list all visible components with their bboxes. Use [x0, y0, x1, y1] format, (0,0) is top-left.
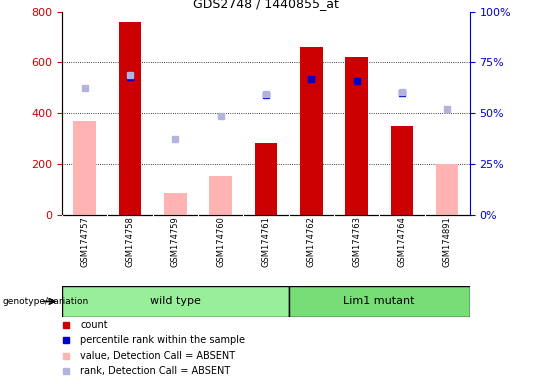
Text: rank, Detection Call = ABSENT: rank, Detection Call = ABSENT — [80, 366, 231, 376]
Text: GSM174759: GSM174759 — [171, 217, 180, 267]
Bar — [436, 164, 458, 215]
Text: wild type: wild type — [150, 296, 201, 306]
Text: GSM174763: GSM174763 — [352, 217, 361, 268]
Bar — [288, 286, 470, 317]
Text: GSM174760: GSM174760 — [216, 217, 225, 267]
Title: GDS2748 / 1440855_at: GDS2748 / 1440855_at — [193, 0, 339, 10]
Text: count: count — [80, 320, 108, 330]
Text: GSM174764: GSM174764 — [397, 217, 406, 267]
Text: GSM174758: GSM174758 — [126, 217, 134, 267]
Text: value, Detection Call = ABSENT: value, Detection Call = ABSENT — [80, 351, 235, 361]
Bar — [300, 47, 322, 215]
Bar — [345, 57, 368, 215]
Text: percentile rank within the sample: percentile rank within the sample — [80, 335, 246, 345]
Bar — [164, 193, 187, 215]
Text: GSM174761: GSM174761 — [261, 217, 271, 267]
Text: GSM174762: GSM174762 — [307, 217, 316, 267]
Bar — [390, 126, 413, 215]
Bar — [73, 121, 96, 215]
Text: GSM174891: GSM174891 — [443, 217, 451, 267]
Bar — [62, 286, 288, 317]
Text: Lim1 mutant: Lim1 mutant — [343, 296, 415, 306]
Text: genotype/variation: genotype/variation — [3, 297, 89, 306]
Bar — [255, 142, 277, 215]
Bar — [119, 22, 141, 215]
Bar — [210, 175, 232, 215]
Text: GSM174757: GSM174757 — [80, 217, 89, 267]
